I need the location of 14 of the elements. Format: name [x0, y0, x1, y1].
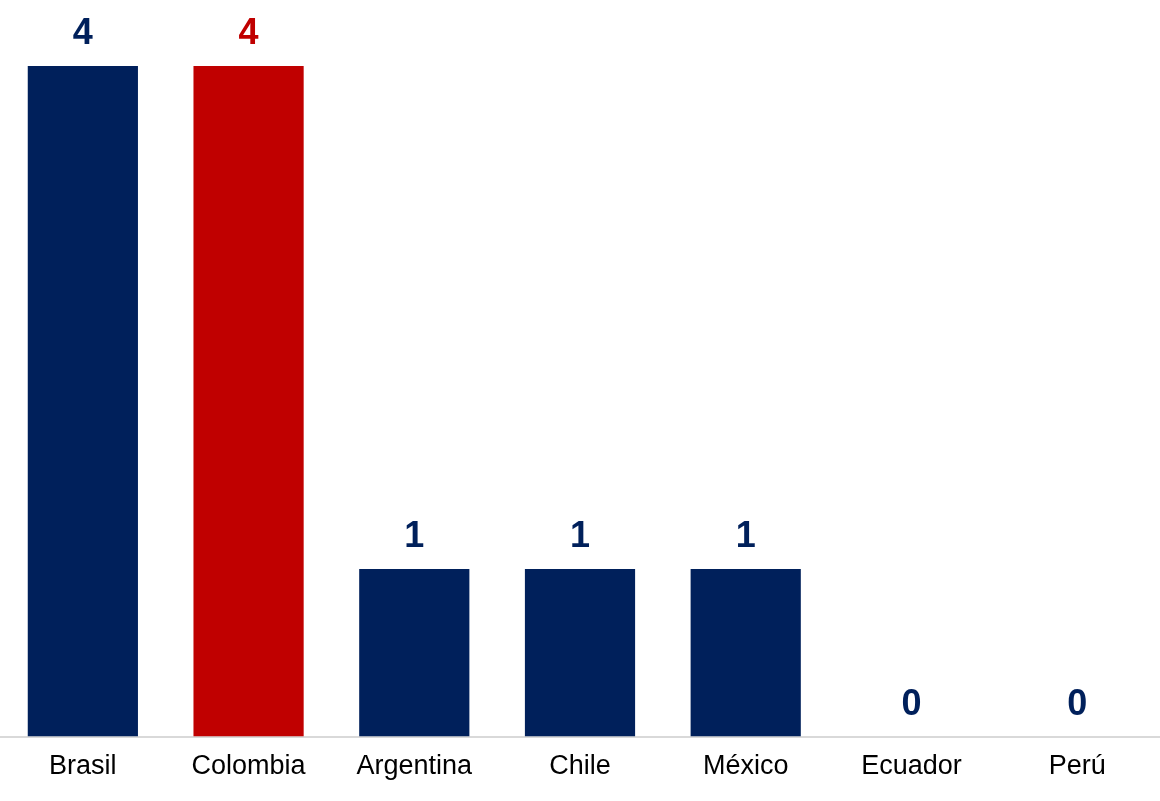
- x-tick-label: Brasil: [49, 750, 117, 781]
- data-label: 0: [1067, 681, 1088, 723]
- x-tick-label: México: [702, 750, 789, 781]
- data-label: 1: [404, 513, 425, 555]
- data-label: 1: [569, 513, 591, 555]
- data-label: 0: [901, 681, 922, 723]
- x-tick-label: Chile: [549, 750, 611, 781]
- data-label: 1: [735, 513, 756, 555]
- data-label: 4: [238, 10, 259, 52]
- data-label: 4: [72, 10, 93, 52]
- x-tick-label: Colombia: [191, 750, 307, 781]
- x-tick-label: Perú: [1048, 750, 1106, 781]
- x-tick-label: Ecuador: [861, 750, 962, 781]
- x-tick-label: Argentina: [356, 750, 474, 781]
